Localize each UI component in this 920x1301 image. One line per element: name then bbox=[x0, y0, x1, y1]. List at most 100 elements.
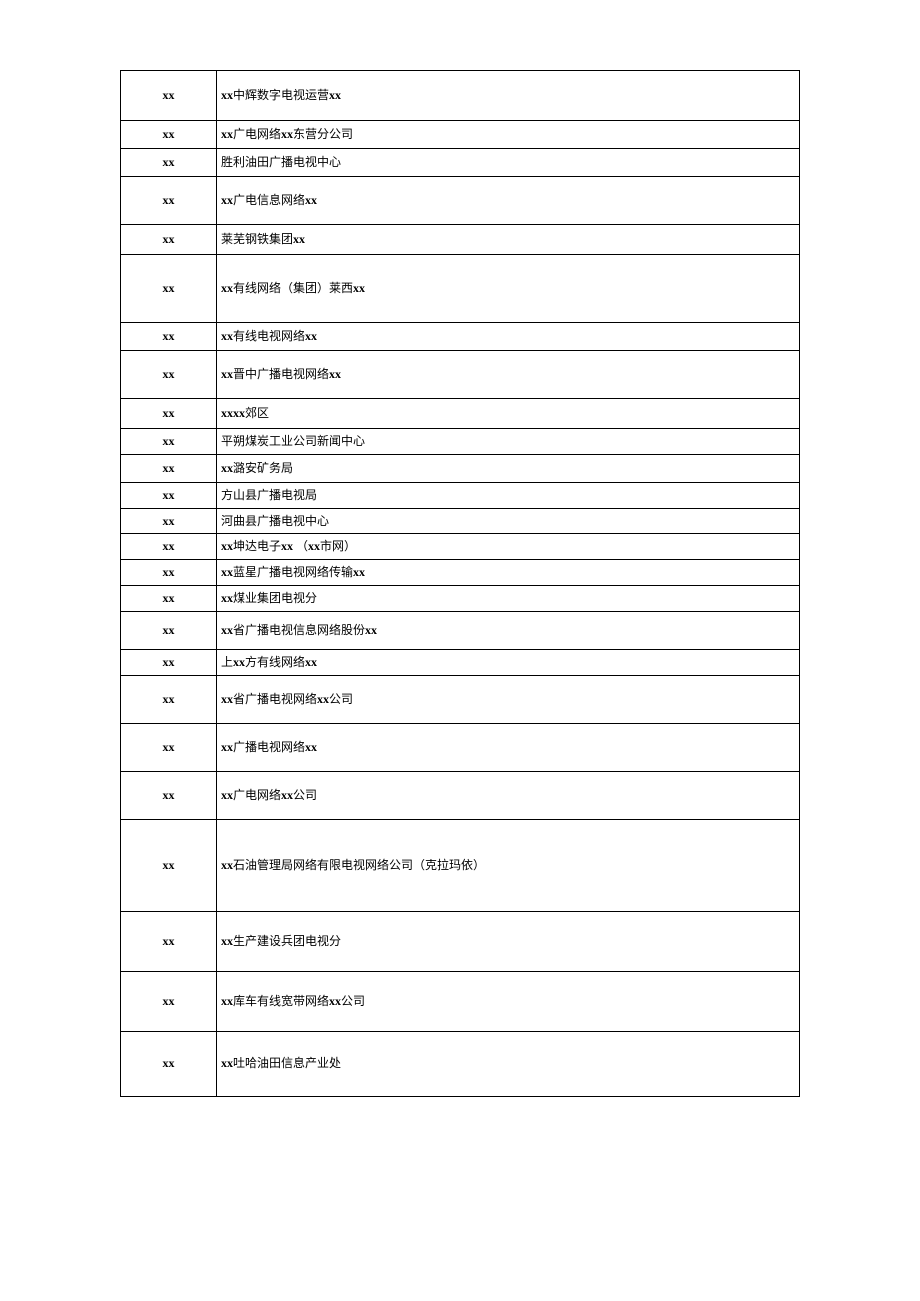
text-segment: 中辉数字电视运营 bbox=[233, 88, 329, 102]
text-segment: 吐哈油田信息产业处 bbox=[233, 1056, 341, 1070]
cell-col1: xx bbox=[121, 611, 217, 649]
text-segment: xx bbox=[221, 740, 233, 754]
cell-col2: 河曲县广播电视中心 bbox=[217, 508, 800, 534]
table-row: xxxx省广播电视信息网络股份xx bbox=[121, 611, 800, 649]
text-segment: 有线电视网络 bbox=[233, 329, 305, 343]
text-segment: xx bbox=[221, 127, 233, 141]
table-row: xxxx煤业集团电视分 bbox=[121, 585, 800, 611]
table-row: xxxx石油管理局网络有限电视网络公司（克拉玛依） bbox=[121, 819, 800, 911]
text-segment: xx bbox=[353, 281, 365, 295]
table-row: xxxx省广播电视网络xx公司 bbox=[121, 675, 800, 723]
cell-col2: xxxx郊区 bbox=[217, 399, 800, 429]
cell-col2: xx有线电视网络xx bbox=[217, 323, 800, 351]
cell-col1: xx bbox=[121, 675, 217, 723]
text-segment: 公司 bbox=[293, 788, 317, 802]
text-segment: xx bbox=[221, 367, 233, 381]
cell-col2: xx广电网络xx公司 bbox=[217, 771, 800, 819]
table-row: xxxxxx郊区 bbox=[121, 399, 800, 429]
cell-col2: xx省广播电视网络xx公司 bbox=[217, 675, 800, 723]
cell-col1: xx bbox=[121, 534, 217, 560]
text-segment: xx bbox=[317, 692, 329, 706]
text-segment: xx bbox=[293, 232, 305, 246]
text-segment: xx bbox=[221, 858, 233, 872]
text-segment: xx bbox=[329, 88, 341, 102]
cell-col2: xx广电网络xx东营分公司 bbox=[217, 121, 800, 149]
cell-col2: 上xx方有线网络xx bbox=[217, 649, 800, 675]
cell-col1: xx bbox=[121, 177, 217, 225]
text-segment: xx bbox=[221, 692, 233, 706]
cell-col1: xx bbox=[121, 351, 217, 399]
text-segment: xx bbox=[221, 461, 233, 475]
text-segment: 莱芜钢铁集团 bbox=[221, 232, 293, 246]
cell-col2: xx广播电视网络xx bbox=[217, 723, 800, 771]
text-segment: 郊区 bbox=[245, 406, 269, 420]
text-segment: xx bbox=[221, 88, 233, 102]
table-row: xx平朔煤炭工业公司新闻中心 bbox=[121, 429, 800, 455]
cell-col2: 方山县广播电视局 bbox=[217, 482, 800, 508]
text-segment: xx bbox=[353, 565, 365, 579]
cell-col2: xx中辉数字电视运营xx bbox=[217, 71, 800, 121]
text-segment: 广电网络 bbox=[233, 127, 281, 141]
text-segment: xx bbox=[233, 655, 245, 669]
text-segment: 省广播电视网络 bbox=[233, 692, 317, 706]
cell-col1: xx bbox=[121, 911, 217, 971]
text-segment: xx bbox=[305, 740, 317, 754]
text-segment: xx bbox=[305, 655, 317, 669]
table-row: xxxx蓝星广播电视网络传输xx bbox=[121, 560, 800, 586]
text-segment: 胜利油田广播电视中心 bbox=[221, 155, 341, 169]
table-row: xxxx广电网络xx公司 bbox=[121, 771, 800, 819]
table-row: xxxx坤达电子xx （xx市网） bbox=[121, 534, 800, 560]
cell-col1: xx bbox=[121, 71, 217, 121]
table-row: xxxx吐哈油田信息产业处 bbox=[121, 1031, 800, 1096]
text-segment: 石油管理局网络有限电视网络公司（克拉玛依） bbox=[233, 858, 485, 872]
text-segment: xx bbox=[329, 994, 341, 1008]
text-segment: 东营分公司 bbox=[293, 127, 353, 141]
text-segment: 上 bbox=[221, 655, 233, 669]
text-segment: xx bbox=[305, 329, 317, 343]
text-segment: 河曲县广播电视中心 bbox=[221, 514, 329, 528]
text-segment: 坤达电子 bbox=[233, 539, 281, 553]
cell-col2: xx潞安矿务局 bbox=[217, 454, 800, 482]
text-segment: 库车有线宽带网络 bbox=[233, 994, 329, 1008]
table-row: xxxx有线网络（集团）莱西xx bbox=[121, 255, 800, 323]
table-row: xxxx库车有线宽带网络xx公司 bbox=[121, 971, 800, 1031]
cell-col1: xx bbox=[121, 585, 217, 611]
text-segment: 方有线网络 bbox=[245, 655, 305, 669]
table-body: xxxx中辉数字电视运营xxxxxx广电网络xx东营分公司xx胜利油田广播电视中… bbox=[121, 71, 800, 1097]
text-segment: 广电信息网络 bbox=[233, 193, 305, 207]
text-segment: xx bbox=[308, 539, 320, 553]
cell-col2: xx煤业集团电视分 bbox=[217, 585, 800, 611]
text-segment: xx bbox=[281, 127, 293, 141]
table-row: xxxx潞安矿务局 bbox=[121, 454, 800, 482]
text-segment: 潞安矿务局 bbox=[233, 461, 293, 475]
cell-col1: xx bbox=[121, 121, 217, 149]
text-segment: xx bbox=[329, 367, 341, 381]
text-segment: xx bbox=[221, 591, 233, 605]
table-row: xx上xx方有线网络xx bbox=[121, 649, 800, 675]
text-segment: 公司 bbox=[329, 692, 353, 706]
data-table: xxxx中辉数字电视运营xxxxxx广电网络xx东营分公司xx胜利油田广播电视中… bbox=[120, 70, 800, 1097]
table-row: xx胜利油田广播电视中心 bbox=[121, 149, 800, 177]
cell-col1: xx bbox=[121, 649, 217, 675]
cell-col1: xx bbox=[121, 508, 217, 534]
text-segment: xx bbox=[221, 1056, 233, 1070]
text-segment: xx bbox=[281, 788, 293, 802]
cell-col1: xx bbox=[121, 255, 217, 323]
cell-col2: xx坤达电子xx （xx市网） bbox=[217, 534, 800, 560]
text-segment: 有线网络（集团）莱西 bbox=[233, 281, 353, 295]
cell-col2: xx蓝星广播电视网络传输xx bbox=[217, 560, 800, 586]
text-segment: xx bbox=[221, 539, 233, 553]
table-row: xxxx中辉数字电视运营xx bbox=[121, 71, 800, 121]
cell-col2: xx晋中广播电视网络xx bbox=[217, 351, 800, 399]
text-segment: 市网） bbox=[320, 539, 356, 553]
table-row: xxxx广电网络xx东营分公司 bbox=[121, 121, 800, 149]
text-segment: xx bbox=[221, 329, 233, 343]
text-segment: 煤业集团电视分 bbox=[233, 591, 317, 605]
cell-col1: xx bbox=[121, 723, 217, 771]
cell-col2: xx库车有线宽带网络xx公司 bbox=[217, 971, 800, 1031]
text-segment: xx bbox=[221, 193, 233, 207]
text-segment: 方山县广播电视局 bbox=[221, 488, 317, 502]
text-segment: 晋中广播电视网络 bbox=[233, 367, 329, 381]
text-segment: （ bbox=[293, 539, 308, 553]
text-segment: xx bbox=[365, 623, 377, 637]
